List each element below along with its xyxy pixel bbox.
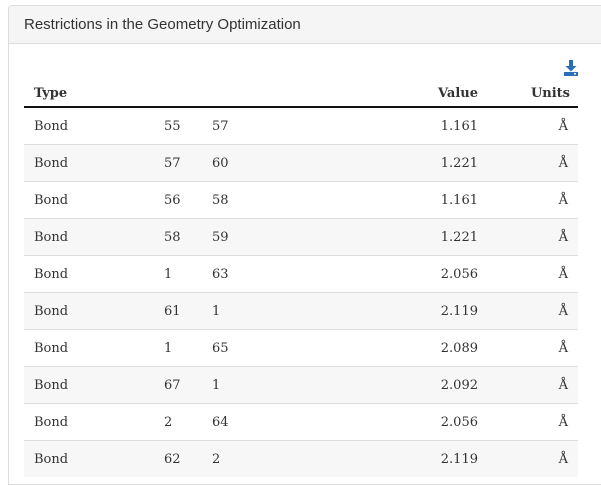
- cell-units: Å: [478, 440, 578, 477]
- cell-units: Å: [478, 181, 578, 219]
- restrictions-table: Type Value Units Bond 55 57 1.161 Å Bond 57 60 1…: [24, 81, 578, 477]
- cell-value: 2.056: [362, 403, 478, 441]
- table-header-row: Type Value Units: [24, 81, 578, 108]
- header-units: Units: [478, 81, 578, 108]
- cell-type: Bond: [24, 329, 154, 367]
- table-row: Bond 55 57 1.161 Å: [24, 107, 578, 145]
- download-icon[interactable]: [564, 60, 578, 76]
- header-value: Value: [362, 81, 478, 108]
- table-row: Bond 2 64 2.056 Å: [24, 403, 578, 441]
- cell-type: Bond: [24, 403, 154, 441]
- cell-units: Å: [478, 366, 578, 404]
- cell-atom1: 1: [154, 329, 202, 367]
- table-row: Bond 1 65 2.089 Å: [24, 329, 578, 367]
- cell-value: 2.092: [362, 366, 478, 404]
- table-row: Bond 57 60 1.221 Å: [24, 144, 578, 182]
- cell-atom2: 2: [202, 440, 362, 477]
- cell-value: 1.221: [362, 144, 478, 182]
- cell-atom1: 61: [154, 292, 202, 330]
- cell-atom2: 65: [202, 329, 362, 367]
- cell-atom2: 1: [202, 366, 362, 404]
- cell-atom1: 55: [164, 118, 181, 134]
- header-atom2: [202, 81, 362, 108]
- cell-atom2: 59: [202, 218, 362, 256]
- cell-type: Bond: [24, 218, 154, 256]
- cell-atom2: 1: [202, 292, 362, 330]
- table-row: Bond 56 58 1.161 Å: [24, 181, 578, 219]
- cell-units: Å: [478, 255, 578, 293]
- cell-value: 2.119: [362, 440, 478, 477]
- download-icon-glyph: [564, 60, 578, 76]
- cell-atom2: 64: [202, 403, 362, 441]
- cell-type: Bond: [24, 144, 154, 182]
- cell-value: 2.089: [362, 329, 478, 367]
- cell-type: Bond: [24, 366, 154, 404]
- cell-units: Å: [558, 118, 568, 134]
- cell-atom1: 1: [154, 255, 202, 293]
- cell-type: Bond: [24, 181, 154, 219]
- cell-atom1: 58: [154, 218, 202, 256]
- cell-value: 2.119: [362, 292, 478, 330]
- cell-atom1: 62: [154, 440, 202, 477]
- cell-atom1: 2: [154, 403, 202, 441]
- cell-atom1: 67: [154, 366, 202, 404]
- cell-value: 1.161: [440, 118, 478, 134]
- cell-value: 1.161: [362, 181, 478, 219]
- header-type: Type: [24, 81, 154, 108]
- cell-value: 1.221: [362, 218, 478, 256]
- table-row: Bond 61 1 2.119 Å: [24, 292, 578, 330]
- table-row: Bond 67 1 2.092 Å: [24, 366, 578, 404]
- cell-atom2: 63: [202, 255, 362, 293]
- header-atom1: [154, 81, 202, 108]
- cell-units: Å: [478, 218, 578, 256]
- table-row: Bond 1 63 2.056 Å: [24, 255, 578, 293]
- cell-units: Å: [478, 292, 578, 330]
- cell-units: Å: [478, 403, 578, 441]
- panel-title: Restrictions in the Geometry Optimizatio…: [9, 6, 601, 44]
- cell-atom1: 57: [154, 144, 202, 182]
- cell-type: Bond: [24, 255, 154, 293]
- cell-atom2: 60: [202, 144, 362, 182]
- cell-atom2: 58: [202, 181, 362, 219]
- table-row: Bond 62 2 2.119 Å: [24, 440, 578, 477]
- cell-type: Bond: [34, 118, 69, 134]
- cell-type: Bond: [24, 440, 154, 477]
- cell-units: Å: [478, 144, 578, 182]
- cell-units: Å: [478, 329, 578, 367]
- restrictions-panel: Restrictions in the Geometry Optimizatio…: [8, 5, 601, 485]
- table-row: Bond 58 59 1.221 Å: [24, 218, 578, 256]
- cell-value: 2.056: [362, 255, 478, 293]
- cell-atom1: 56: [154, 181, 202, 219]
- cell-type: Bond: [24, 292, 154, 330]
- cell-atom2: 57: [212, 118, 229, 134]
